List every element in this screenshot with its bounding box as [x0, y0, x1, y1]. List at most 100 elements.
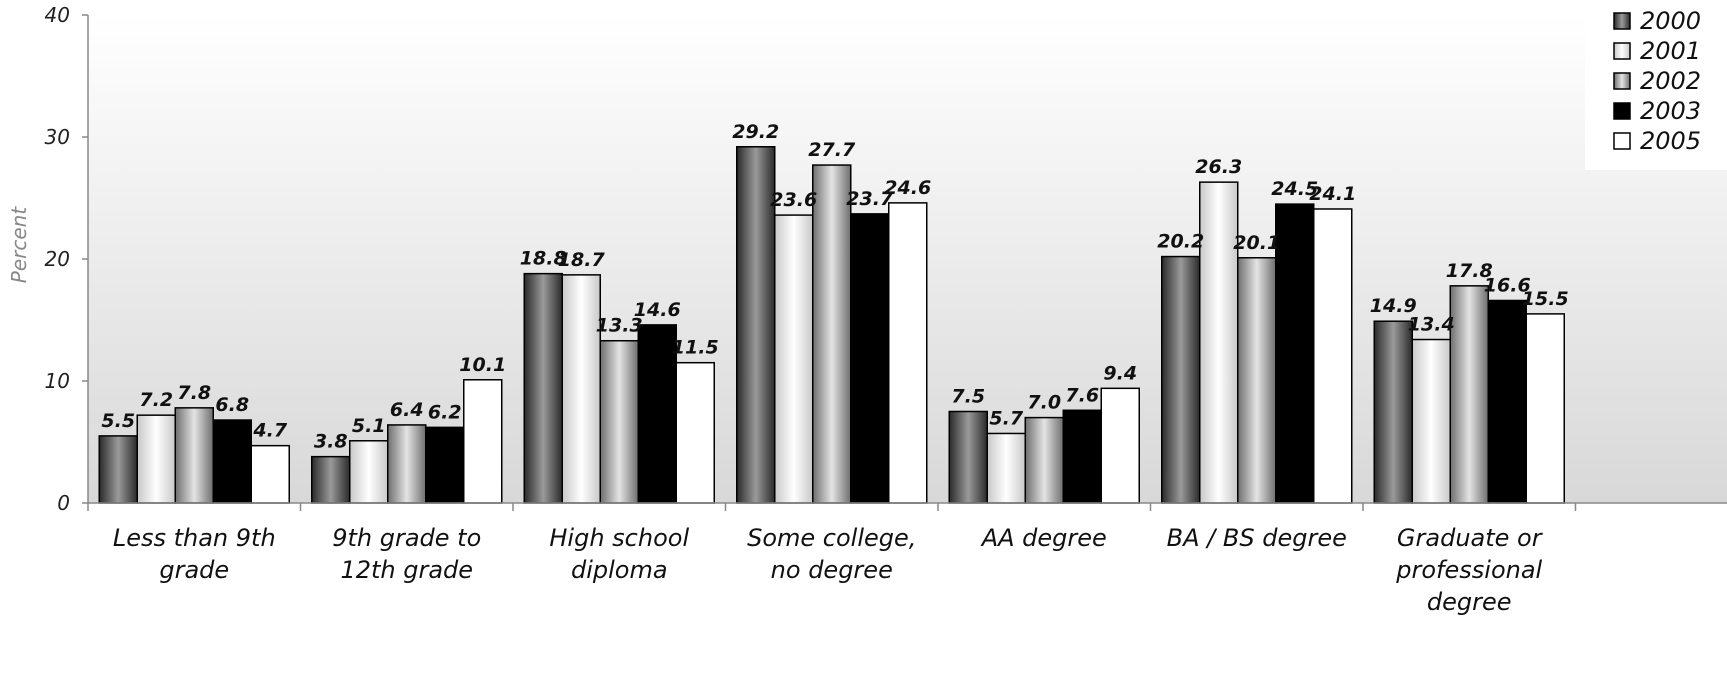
bar-2002-0	[174, 407, 214, 504]
data-label: 20.2	[1157, 231, 1204, 253]
category-label-line: BA / BS degree	[1167, 524, 1347, 552]
data-label: 5.7	[989, 407, 1023, 429]
data-label: 6.4	[390, 399, 424, 421]
bar-2000-6	[1373, 320, 1413, 504]
bar-2001-0	[136, 414, 176, 504]
y-tick-label: 10	[45, 369, 70, 393]
data-label: 6.8	[215, 394, 249, 416]
y-tick-label: 40	[45, 3, 70, 27]
category-label-line: Some college,	[747, 524, 916, 552]
bar-2001-3	[774, 214, 814, 504]
legend-label-2000: 2000	[1640, 7, 1701, 35]
y-tick-label: 0	[57, 491, 70, 515]
category-label: AA degree	[980, 524, 1107, 552]
data-label: 24.6	[884, 177, 931, 199]
bars-layer	[98, 146, 1565, 504]
bar-2002-5	[1237, 257, 1277, 504]
category-label-line: 9th grade to	[332, 524, 481, 552]
bar-2003-3	[850, 213, 890, 504]
data-label: 5.1	[352, 415, 386, 437]
data-label: 18.8	[520, 248, 567, 270]
labels-layer: 5.57.2 7.86.84.7 3.85.16.4 6.2 10.1 18.818.7 1…	[101, 121, 1568, 453]
data-label: 24.1	[1309, 183, 1356, 205]
bar-2000-1	[311, 455, 351, 504]
data-label: 14.9	[1370, 295, 1417, 317]
y-axis-title: Percent	[7, 206, 31, 284]
bar-2005-1	[463, 379, 503, 504]
category-label-line: 12th grade	[340, 556, 473, 584]
bar-2000-5	[1161, 255, 1201, 504]
legend-label-2001: 2001	[1640, 37, 1701, 65]
data-label: 13.4	[1408, 314, 1455, 336]
bar-2005-0	[250, 444, 290, 504]
data-label: 5.5	[101, 410, 135, 432]
bar-2002-3	[812, 164, 852, 504]
data-label: 7.8	[177, 382, 211, 404]
data-label: 24.5	[1271, 178, 1318, 200]
bar-2005-2	[675, 361, 715, 504]
data-label: 7.2	[139, 389, 173, 411]
bar-2005-3	[888, 202, 928, 504]
category-label-line: diploma	[571, 556, 668, 584]
bar-2001-5	[1199, 181, 1239, 504]
data-label: 26.3	[1195, 156, 1242, 178]
category-label-line: no degree	[771, 556, 893, 584]
bar-2000-0	[98, 435, 138, 504]
legend-swatch-2000	[1613, 12, 1631, 30]
data-label: 18.7	[558, 249, 606, 271]
bar-2002-6	[1449, 285, 1489, 504]
category-label: BA / BS degree	[1167, 524, 1347, 552]
category-label-line: Graduate or	[1397, 524, 1544, 552]
category-label: High school diploma	[549, 524, 689, 584]
legend-swatch-2002	[1613, 72, 1631, 90]
bar-2000-3	[736, 146, 776, 504]
category-label-line: professional	[1395, 556, 1542, 584]
data-label: 7.6	[1065, 384, 1099, 406]
data-label: 16.6	[1484, 274, 1531, 296]
data-label: 4.7	[252, 420, 287, 442]
category-label-line: degree	[1427, 588, 1512, 616]
y-tick-label: 20	[45, 247, 70, 271]
category-label: Less than 9th grade	[113, 524, 276, 584]
bar-2001-2	[561, 274, 601, 504]
bar-2000-4	[948, 410, 988, 504]
bar-2003-1	[425, 426, 465, 504]
data-label: 14.6	[634, 299, 681, 321]
data-label: 11.5	[672, 337, 719, 359]
legend-label-2003: 2003	[1640, 97, 1701, 125]
data-label: 27.7	[808, 139, 856, 161]
legend-swatch-2003	[1613, 102, 1631, 120]
bar-2002-4	[1024, 416, 1064, 504]
category-label: 9th grade to 12th grade	[332, 524, 481, 584]
bar-2003-4	[1062, 409, 1102, 504]
data-label: 29.2	[732, 121, 779, 143]
data-label: 23.7	[846, 188, 894, 210]
category-label-line: High school	[549, 524, 689, 552]
bar-2005-5	[1313, 208, 1353, 504]
data-label: 3.8	[314, 431, 348, 453]
y-tick-label: 30	[45, 125, 70, 149]
bar-2001-6	[1411, 338, 1451, 504]
data-label: 13.3	[596, 315, 643, 337]
bar-2003-0	[212, 419, 252, 504]
data-label: 7.0	[1027, 392, 1061, 414]
bar-2003-6	[1487, 299, 1527, 504]
data-label: 7.5	[951, 386, 985, 408]
bar-2005-6	[1525, 313, 1565, 504]
category-label-line: AA degree	[980, 524, 1107, 552]
bar-2000-2	[523, 272, 563, 504]
legend-swatch-2001	[1613, 42, 1631, 60]
bar-2005-4	[1100, 387, 1140, 504]
category-label-line: grade	[159, 556, 229, 584]
axes-layer: 0 10 20 30 40 Less than 9th grade 9th grade to 1…	[7, 3, 1727, 616]
bar-2001-1	[349, 440, 389, 504]
bar-2003-5	[1275, 203, 1315, 504]
data-label: 17.8	[1446, 260, 1493, 282]
bar-2002-1	[387, 424, 427, 504]
data-label: 15.5	[1522, 288, 1569, 310]
legend-label-2005: 2005	[1640, 127, 1701, 155]
bar-2001-4	[986, 432, 1026, 504]
